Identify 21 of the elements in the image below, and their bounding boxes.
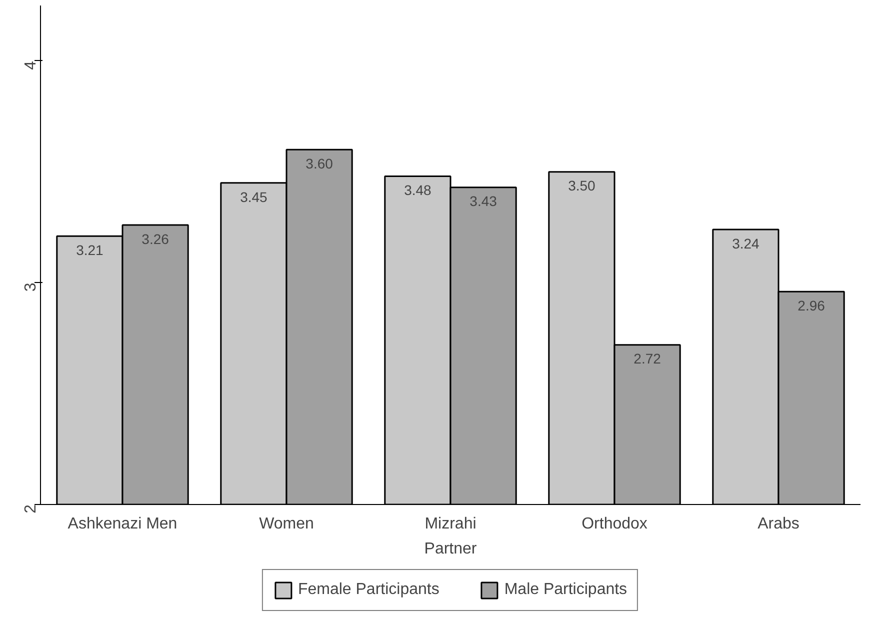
- data-label: 3.43: [470, 193, 498, 210]
- x-tick-label: Arabs: [758, 516, 800, 532]
- data-label: 3.48: [404, 182, 432, 198]
- data-label: 2.96: [798, 297, 826, 314]
- legend-label: Male Participants: [504, 581, 628, 599]
- data-label: 3.21: [76, 242, 104, 258]
- data-label: 3.24: [732, 235, 760, 252]
- legend-label: Female Participants: [298, 581, 440, 599]
- y-tick-label: 4: [22, 60, 40, 70]
- data-label: 3.50: [568, 178, 596, 194]
- data-label: 3.60: [306, 156, 334, 172]
- y-tick-label: 2: [22, 504, 40, 514]
- x-axis-title: Partner: [424, 540, 478, 558]
- data-label: 3.26: [142, 230, 170, 247]
- x-tick-label: Ashkenazi Men: [68, 516, 178, 532]
- x-tick-label: Women: [259, 516, 314, 532]
- data-label: 3.45: [240, 188, 268, 205]
- y-tick-label: 3: [22, 282, 40, 292]
- x-tick-label: Orthodox: [582, 516, 648, 532]
- data-label: 2.72: [634, 350, 662, 367]
- x-tick-label: Mizrahi: [424, 516, 476, 532]
